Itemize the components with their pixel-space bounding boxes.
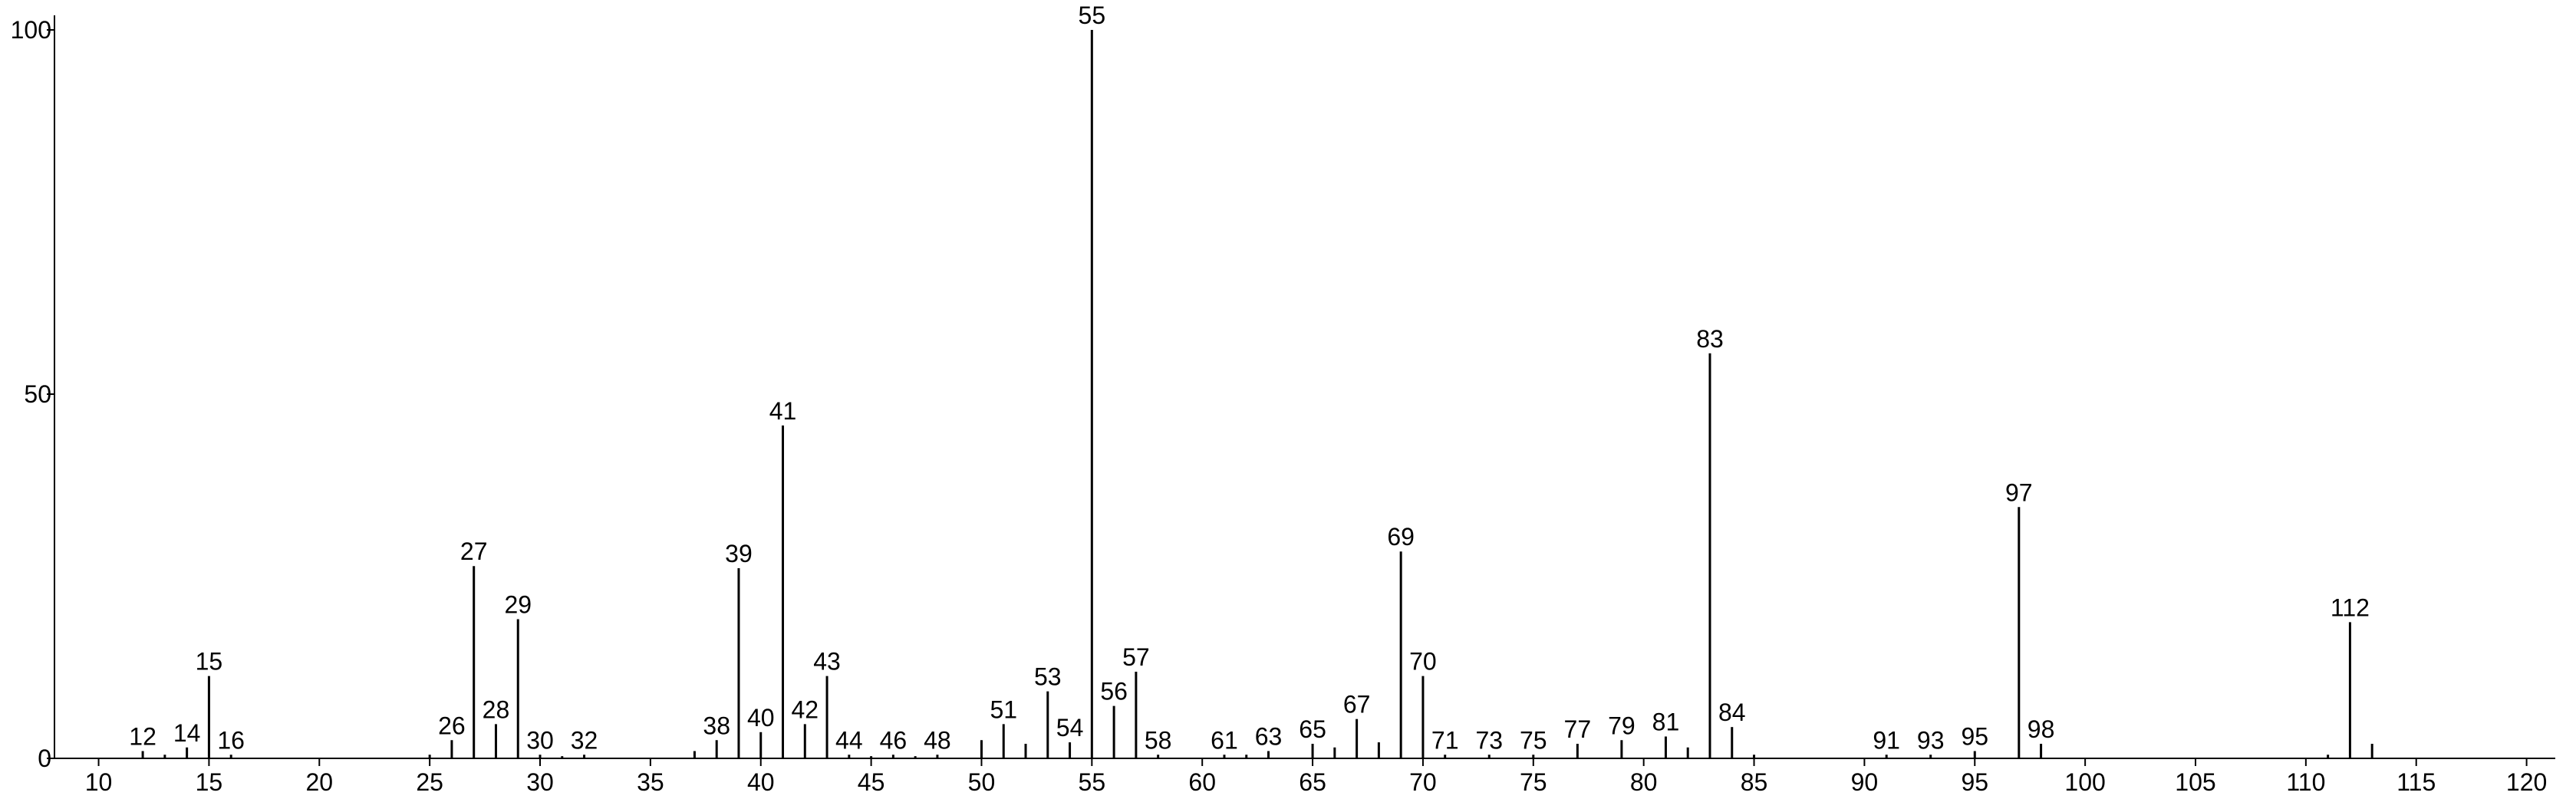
x-tick-label: 20 xyxy=(305,768,333,796)
peak-label: 57 xyxy=(1122,643,1150,671)
peak-label: 53 xyxy=(1034,663,1062,691)
peak-label: 48 xyxy=(924,726,951,754)
peak-label: 93 xyxy=(1917,726,1945,754)
peak-label: 26 xyxy=(438,712,466,739)
x-tick-label: 70 xyxy=(1409,768,1437,796)
peak-label: 14 xyxy=(173,719,201,747)
peak-label: 15 xyxy=(196,648,223,676)
peak-label: 12 xyxy=(129,723,156,751)
peak-label: 91 xyxy=(1873,726,1900,754)
peak-label: 38 xyxy=(703,712,730,739)
peak-label: 54 xyxy=(1056,714,1084,741)
peak-label: 67 xyxy=(1343,691,1371,718)
y-tick-label: 0 xyxy=(38,745,51,772)
x-tick-label: 85 xyxy=(1741,768,1768,796)
x-tick-label: 40 xyxy=(747,768,775,796)
x-tick-label: 45 xyxy=(858,768,885,796)
peak-label: 58 xyxy=(1145,726,1172,754)
x-tick-label: 15 xyxy=(196,768,223,796)
x-tick-label: 95 xyxy=(1961,768,1988,796)
peak-label: 84 xyxy=(1718,699,1746,726)
peak-label: 112 xyxy=(2331,593,2370,621)
peak-label: 56 xyxy=(1100,678,1128,705)
x-tick-label: 10 xyxy=(85,768,113,796)
y-tick-label: 50 xyxy=(24,380,51,408)
peak-label: 44 xyxy=(835,726,863,754)
x-tick-label: 105 xyxy=(2175,768,2215,796)
peak-label: 79 xyxy=(1608,712,1636,739)
peak-label: 73 xyxy=(1475,726,1503,754)
peak-label: 77 xyxy=(1564,715,1592,743)
peak-label: 75 xyxy=(1520,726,1547,754)
peak-label: 16 xyxy=(217,726,245,754)
peak-label: 30 xyxy=(526,726,554,754)
x-tick-label: 60 xyxy=(1188,768,1216,796)
peak-label: 39 xyxy=(725,540,753,567)
y-tick-label: 100 xyxy=(11,16,51,44)
peak-label: 83 xyxy=(1696,325,1724,353)
peak-label: 70 xyxy=(1409,648,1437,676)
peak-label: 51 xyxy=(990,695,1017,723)
x-tick-label: 115 xyxy=(2396,768,2436,796)
peak-label: 63 xyxy=(1255,723,1283,751)
x-tick-label: 55 xyxy=(1079,768,1106,796)
x-tick-label: 35 xyxy=(637,768,664,796)
peak-label: 55 xyxy=(1079,2,1106,29)
peak-label: 32 xyxy=(571,726,598,754)
peak-label: 71 xyxy=(1431,726,1459,754)
peak-label: 46 xyxy=(880,726,908,754)
x-tick-label: 110 xyxy=(2286,768,2325,796)
x-tick-label: 50 xyxy=(968,768,996,796)
peak-label: 42 xyxy=(791,695,819,723)
x-tick-label: 25 xyxy=(416,768,443,796)
peak-label: 81 xyxy=(1652,709,1680,736)
peak-label: 95 xyxy=(1961,723,1988,751)
peak-label: 40 xyxy=(747,704,775,732)
peak-label: 65 xyxy=(1299,715,1326,743)
x-tick-label: 120 xyxy=(2506,768,2547,796)
x-tick-label: 100 xyxy=(2064,768,2105,796)
peak-label: 28 xyxy=(483,695,510,723)
x-tick-label: 90 xyxy=(1851,768,1879,796)
peak-label: 61 xyxy=(1211,726,1238,754)
peak-label: 97 xyxy=(2005,478,2033,506)
peak-label: 29 xyxy=(504,591,532,619)
peak-label: 98 xyxy=(2028,715,2055,743)
x-tick-label: 80 xyxy=(1630,768,1658,796)
x-tick-label: 30 xyxy=(526,768,554,796)
peak-label: 27 xyxy=(460,538,488,565)
x-tick-label: 65 xyxy=(1299,768,1326,796)
peak-label: 69 xyxy=(1387,523,1415,551)
peak-label: 43 xyxy=(813,648,841,676)
peak-label: 41 xyxy=(769,397,797,425)
x-tick-label: 75 xyxy=(1520,768,1547,796)
